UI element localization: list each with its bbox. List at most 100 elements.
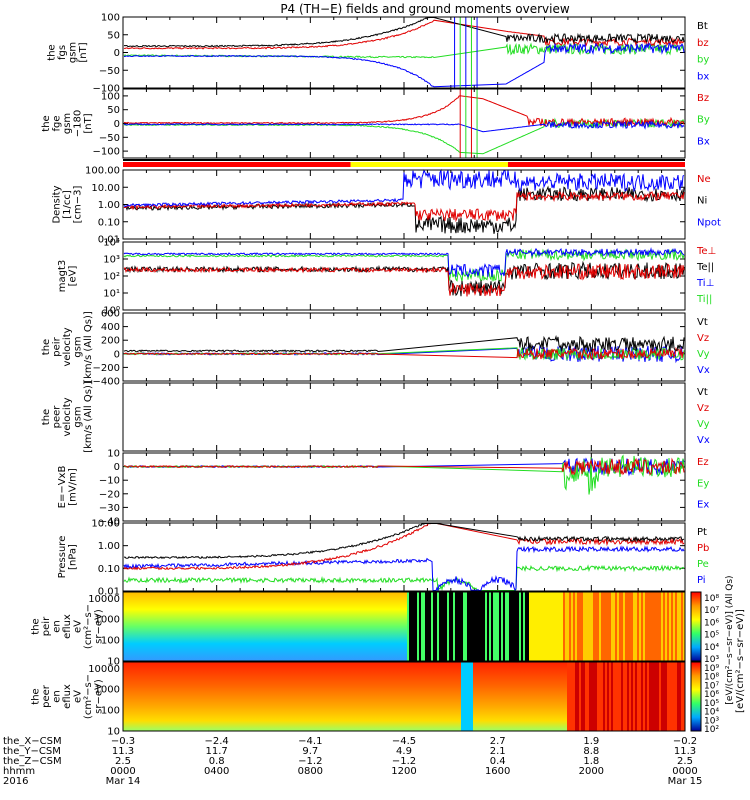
spectro-column	[527, 662, 529, 731]
spectro-column	[343, 592, 345, 661]
spectro-column	[529, 662, 531, 731]
spectro-column	[303, 662, 305, 731]
ylabel-peir-velocity: the peir velocity gsm [km/s (All Qs)]	[41, 311, 94, 383]
time-col-z: 2.5	[677, 756, 693, 767]
plot-spectrogram-i	[123, 592, 685, 661]
spectro-column	[289, 662, 291, 731]
spectro-column	[461, 592, 463, 661]
series-Vt	[123, 334, 685, 353]
legend-Ti⊥: Ti⊥	[696, 278, 714, 289]
spectro-column	[435, 592, 437, 661]
spectro-column	[367, 662, 369, 731]
spectro-column	[405, 662, 407, 731]
spectro-column	[183, 592, 185, 661]
spectro-column	[209, 592, 211, 661]
spectro-column	[623, 592, 625, 661]
ylabel-line: (cm²−s−	[83, 674, 94, 719]
spectro-column	[475, 592, 477, 661]
spectro-column	[303, 592, 305, 661]
spectro-column	[225, 662, 227, 731]
series-bz	[123, 19, 685, 50]
spectro-column	[587, 662, 589, 731]
spectro-column	[243, 592, 245, 661]
spectro-column	[547, 662, 549, 731]
legend-Ti||: Ti||	[696, 294, 712, 305]
spectro-column	[269, 592, 271, 661]
ylabel-line: gsm	[73, 336, 84, 357]
spectro-column	[475, 662, 477, 731]
spectro-column	[429, 592, 431, 661]
spectro-column	[517, 662, 519, 731]
series-Te-perp	[123, 263, 685, 297]
spectro-column	[575, 592, 577, 661]
spectro-column	[545, 662, 547, 731]
spectro-column	[191, 592, 193, 661]
time-col-y: 8.8	[583, 746, 599, 757]
spectro-column	[425, 662, 427, 731]
ylabel-fge-gsm: the fge gsm −180 [nT]	[41, 110, 94, 137]
ylabel-line: gsm	[62, 113, 73, 134]
spectro-column	[461, 662, 463, 731]
spectro-column	[335, 662, 337, 731]
legend-Pt: Pt	[697, 527, 707, 538]
ytick-label: 0	[114, 462, 120, 473]
spectro-column	[231, 662, 233, 731]
panel-pressure: Pressure [nPa] 10.00 1.00 0.10 0.01 Pt Pb Pe Pi	[57, 519, 710, 598]
spectro-column	[457, 662, 459, 731]
legend-Vx: Vx	[697, 365, 710, 376]
series-Vz	[123, 346, 685, 361]
colorbar-tick: 10³	[704, 716, 719, 726]
spectro-column	[185, 592, 187, 661]
ylabel-line: sr−eV)	[94, 609, 105, 644]
spectro-column	[249, 662, 251, 731]
spectro-column	[411, 592, 413, 661]
legend-by: by	[697, 55, 709, 66]
spectro-column	[637, 592, 639, 661]
spectro-column	[365, 662, 367, 731]
spectro-column	[437, 592, 439, 661]
spectro-column	[593, 592, 595, 661]
spectro-column	[671, 662, 673, 731]
ylabel-line: eflux	[62, 684, 73, 709]
spectro-column	[265, 592, 267, 661]
spectro-column	[541, 592, 543, 661]
spectro-column	[681, 662, 683, 731]
spectro-column	[511, 592, 513, 661]
spectro-column	[567, 592, 569, 661]
spectro-column	[621, 662, 623, 731]
spectro-column	[219, 592, 221, 661]
panel-border	[122, 16, 686, 89]
panel-border	[122, 382, 686, 452]
legend-Bt: Bt	[697, 21, 708, 32]
spectro-column	[513, 592, 515, 661]
ylabel-line: the	[31, 618, 42, 634]
spectro-column	[193, 592, 195, 661]
spectro-column	[317, 592, 319, 661]
spectro-column	[393, 592, 395, 661]
spectro-column	[379, 592, 381, 661]
mode-segment	[507, 162, 685, 167]
ytick-label: 100	[101, 91, 120, 102]
spectro-column	[683, 662, 685, 731]
spectro-column	[375, 592, 377, 661]
spectro-column	[543, 592, 545, 661]
spectro-column	[219, 662, 221, 731]
colorbar-title: [eV/(cm²−s−sr−eV)][eV/(cm²−s−sr−eV)] (Al…	[725, 575, 746, 713]
spectro-column	[365, 592, 367, 661]
spectro-column	[177, 592, 179, 661]
spectro-column	[443, 662, 445, 731]
series-Ti-perp	[123, 247, 685, 278]
spectro-column	[251, 592, 253, 661]
spectro-column	[329, 592, 331, 661]
spectro-column	[665, 662, 667, 731]
spectro-column	[451, 662, 453, 731]
time-col-z: 2.5	[115, 756, 131, 767]
spectro-column	[381, 662, 383, 731]
spectro-column	[639, 592, 641, 661]
spectro-column	[297, 662, 299, 731]
spectro-column	[445, 592, 447, 661]
spectro-column	[275, 592, 277, 661]
time-row-label: hhmm	[3, 766, 35, 777]
spectro-column	[627, 662, 629, 731]
